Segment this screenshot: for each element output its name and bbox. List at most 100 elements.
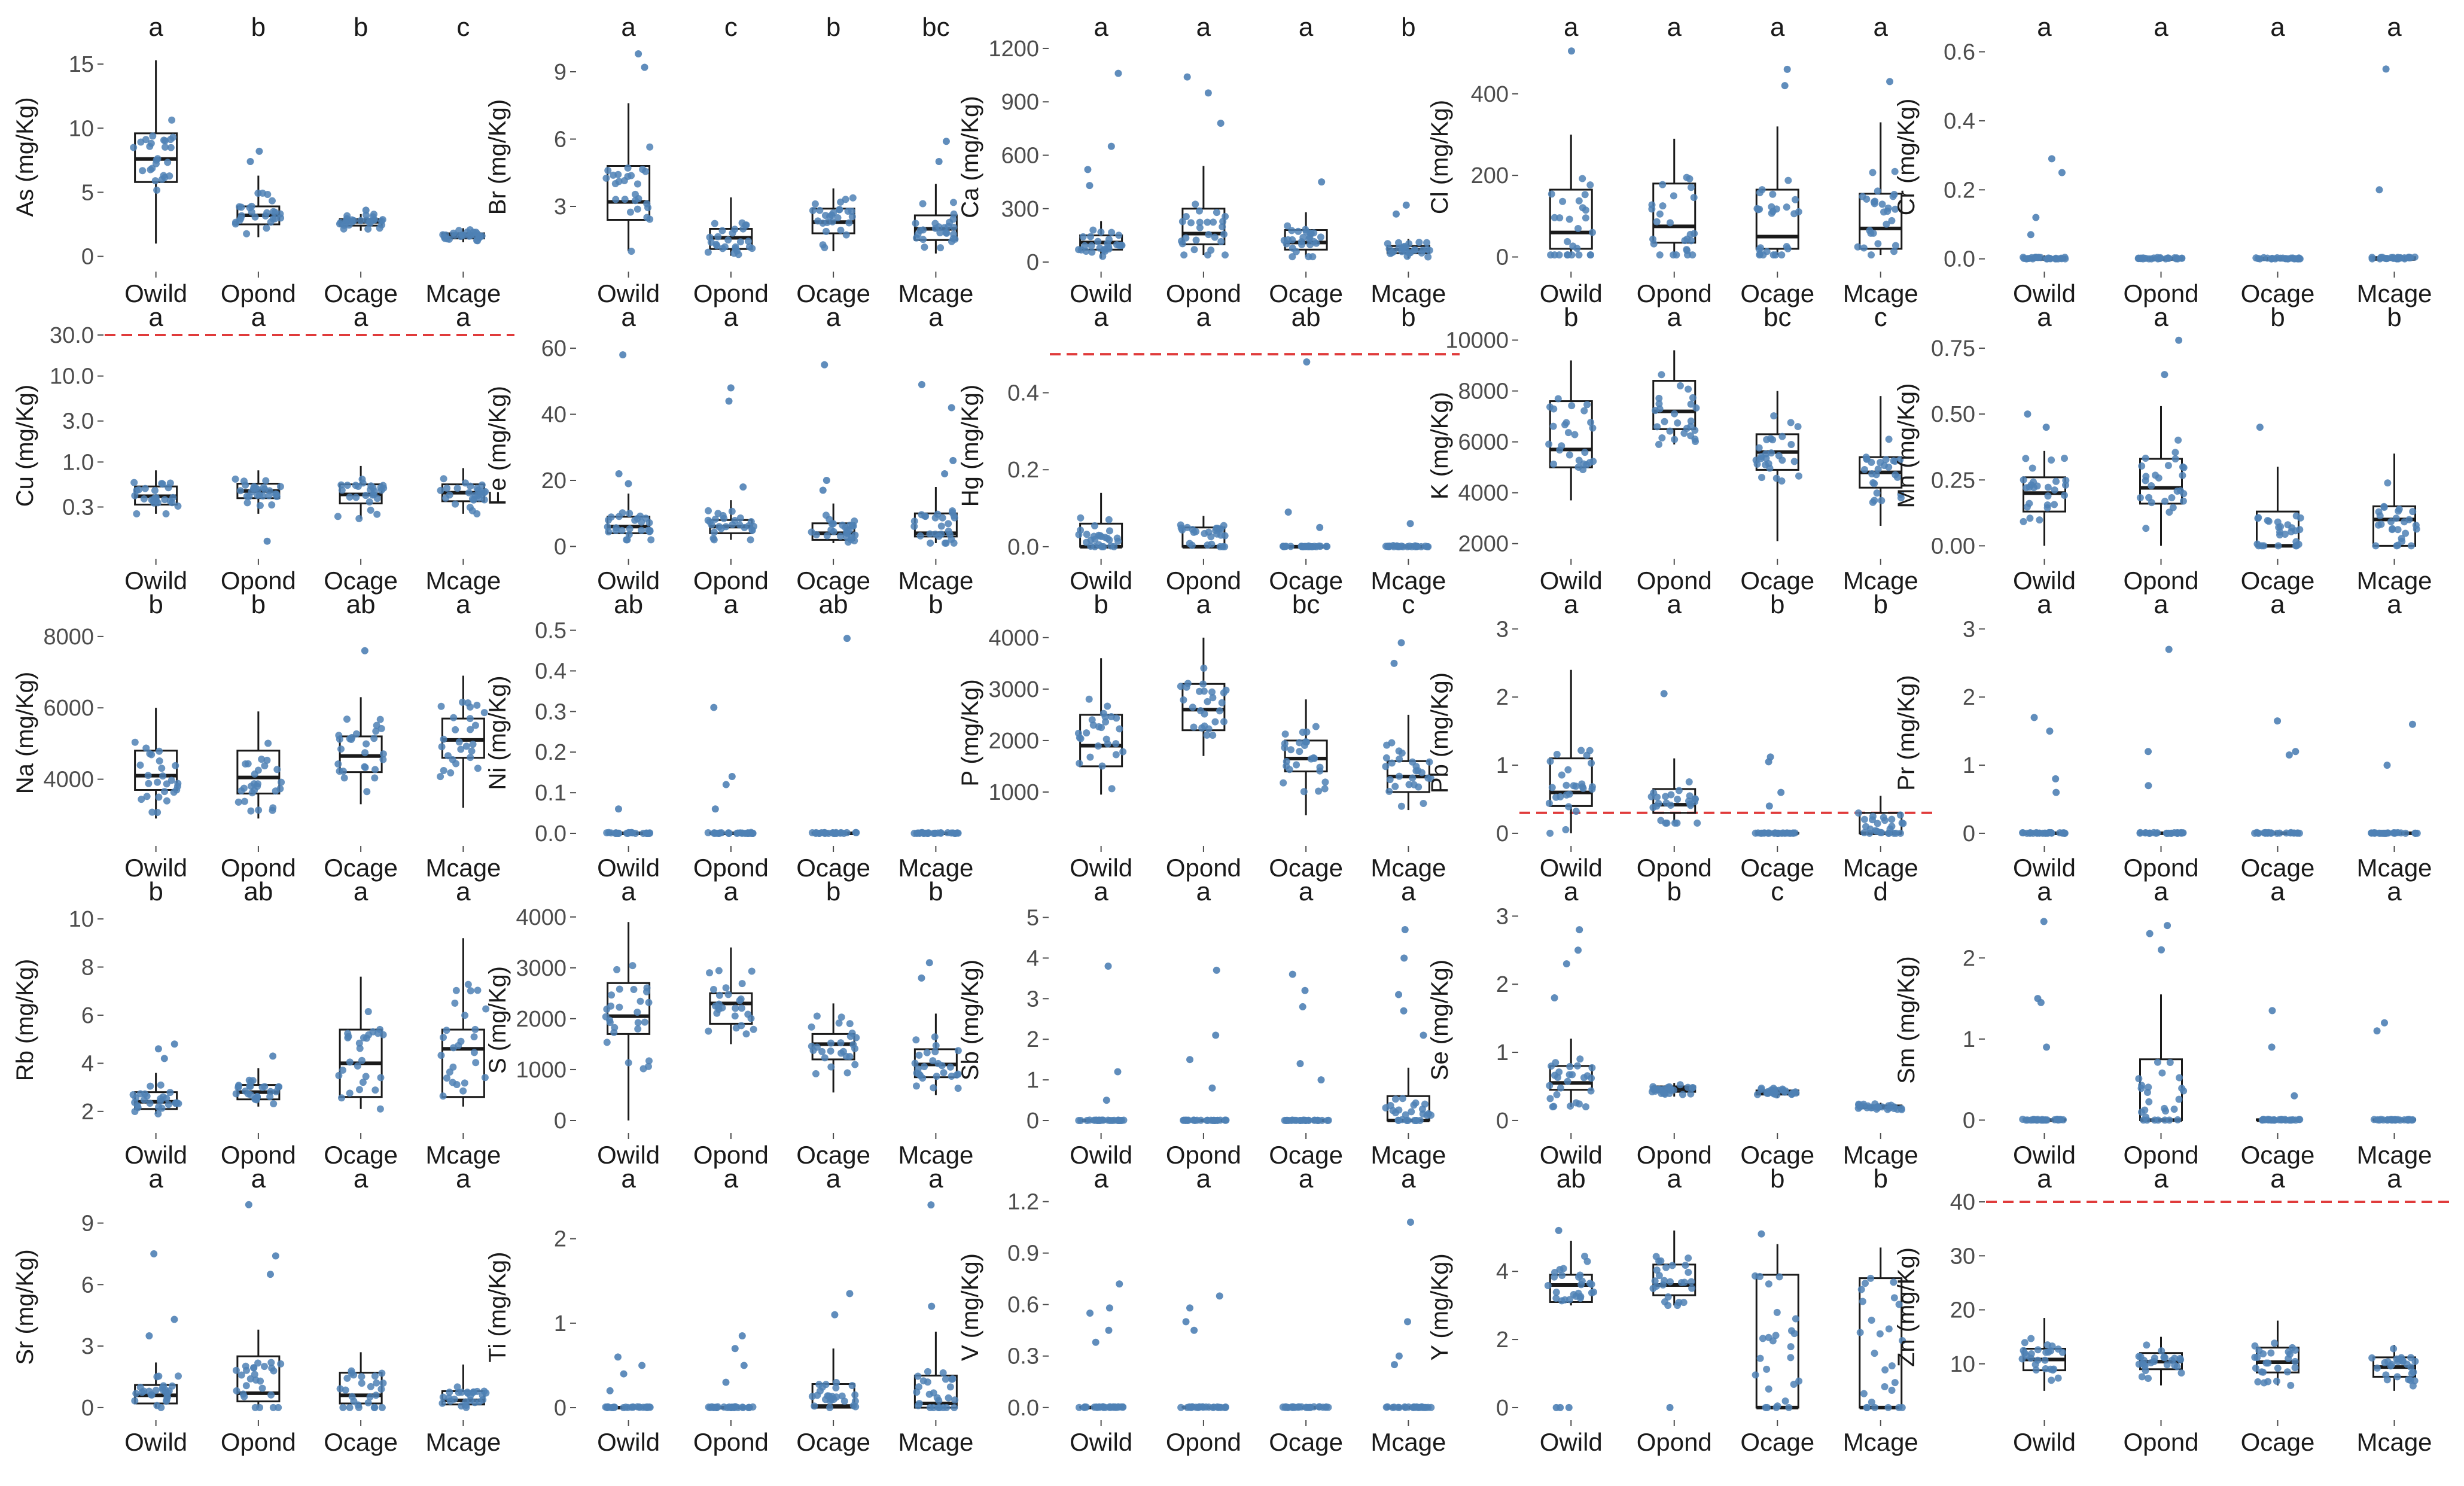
significance-letter: b — [928, 590, 943, 619]
data-point — [1083, 531, 1091, 538]
data-point — [466, 504, 474, 511]
data-point — [2026, 514, 2034, 522]
significance-letter: bc — [1292, 590, 1320, 619]
y-tick-label: 60 — [541, 336, 566, 361]
data-point — [1874, 465, 1882, 473]
outlier-point — [1317, 1076, 1325, 1084]
x-category-label: Ocage — [1269, 567, 1343, 595]
outlier-point — [725, 397, 733, 405]
data-point — [1298, 238, 1305, 246]
data-point — [921, 1062, 928, 1070]
x-category-label: Owild — [597, 279, 660, 307]
y-axis-label: Mn (mg/Kg) — [1893, 383, 1920, 508]
data-point — [1198, 724, 1206, 732]
data-point — [439, 1393, 447, 1401]
data-point — [1653, 802, 1661, 810]
data-point — [1674, 419, 1682, 427]
data-point — [130, 144, 138, 151]
data-point — [467, 726, 474, 733]
x-category-label: Ocage — [2241, 279, 2315, 307]
data-point — [731, 226, 739, 233]
y-tick-label: 1.2 — [1007, 1190, 1039, 1215]
x-category-label: Ocage — [796, 1141, 870, 1169]
data-point — [812, 1070, 820, 1077]
data-point — [1105, 516, 1113, 523]
data-point — [2277, 523, 2285, 531]
y-axis-label: Ti (mg/Kg) — [485, 1251, 511, 1362]
y-axis-label: P (mg/Kg) — [957, 679, 983, 786]
data-point — [1883, 220, 1890, 228]
data-point — [2158, 1069, 2166, 1077]
data-point — [1396, 755, 1403, 763]
data-point — [440, 475, 447, 483]
data-point — [1586, 181, 1594, 189]
data-point — [1574, 224, 1582, 232]
box-mcage — [441, 1028, 485, 1098]
data-point — [1792, 196, 1799, 203]
data-point — [2048, 1377, 2055, 1384]
data-point — [1550, 460, 1558, 468]
outlier-point — [2291, 1092, 2298, 1100]
data-point — [449, 1079, 456, 1086]
data-point — [154, 499, 162, 507]
data-point — [1556, 446, 1564, 454]
significance-letter: b — [1770, 590, 1784, 619]
data-point — [1565, 215, 1573, 223]
x-category-label: Mcage — [1370, 279, 1446, 307]
data-point — [1119, 1403, 1127, 1411]
x-category-label: Ocage — [1740, 567, 1814, 595]
data-point — [2291, 1364, 2299, 1372]
y-tick-label: 0.0 — [1944, 247, 1975, 272]
data-point — [377, 217, 385, 225]
outlier-point — [738, 1332, 746, 1340]
data-point — [1589, 229, 1597, 236]
data-point — [443, 1074, 450, 1082]
data-point — [438, 743, 446, 751]
outlier-point — [821, 361, 829, 369]
data-point — [136, 1384, 144, 1391]
data-point — [337, 1094, 345, 1102]
outlier-point — [1395, 1352, 1403, 1360]
data-point — [1790, 1330, 1798, 1338]
outlier-point — [2145, 782, 2152, 790]
data-point — [2394, 526, 2402, 534]
data-point — [2381, 1359, 2389, 1366]
y-tick-label: 0.4 — [1007, 381, 1039, 406]
data-point — [1188, 1403, 1196, 1411]
outlier-point — [846, 1290, 854, 1298]
x-category-label: Owild — [1540, 567, 1603, 595]
data-point — [1869, 498, 1877, 506]
data-point — [849, 194, 857, 202]
x-category-label: Ocage — [796, 279, 870, 307]
data-point — [455, 738, 463, 746]
data-point — [443, 1027, 450, 1034]
data-point — [1769, 251, 1777, 259]
data-point — [2166, 1058, 2174, 1066]
data-point — [2387, 254, 2395, 261]
y-tick-label: 0.25 — [1931, 468, 1975, 493]
y-tick-label: 0.3 — [535, 699, 566, 724]
data-point — [2139, 1360, 2146, 1368]
data-point — [634, 1019, 642, 1027]
data-point — [745, 522, 753, 530]
data-point — [826, 516, 833, 523]
data-point — [1394, 543, 1402, 550]
data-point — [927, 539, 934, 547]
outlier-point — [831, 1311, 839, 1318]
data-point — [1655, 440, 1662, 448]
outlier-point — [638, 1362, 646, 1369]
data-point — [1105, 243, 1113, 251]
data-point — [914, 1372, 922, 1380]
y-tick-label: 2000 — [988, 729, 1039, 754]
outlier-point — [245, 1201, 252, 1208]
panel-cu: Cu (mg/Kg)0.31.03.010.030.0aOwildaOponda… — [12, 303, 514, 595]
data-point — [358, 1056, 366, 1064]
data-point — [626, 208, 634, 216]
data-point — [337, 745, 345, 753]
data-point — [254, 782, 261, 790]
data-point — [611, 1403, 619, 1411]
data-point — [252, 1376, 260, 1384]
data-point — [1888, 815, 1896, 823]
outlier-point — [614, 1353, 622, 1361]
significance-letter: a — [2037, 877, 2052, 906]
